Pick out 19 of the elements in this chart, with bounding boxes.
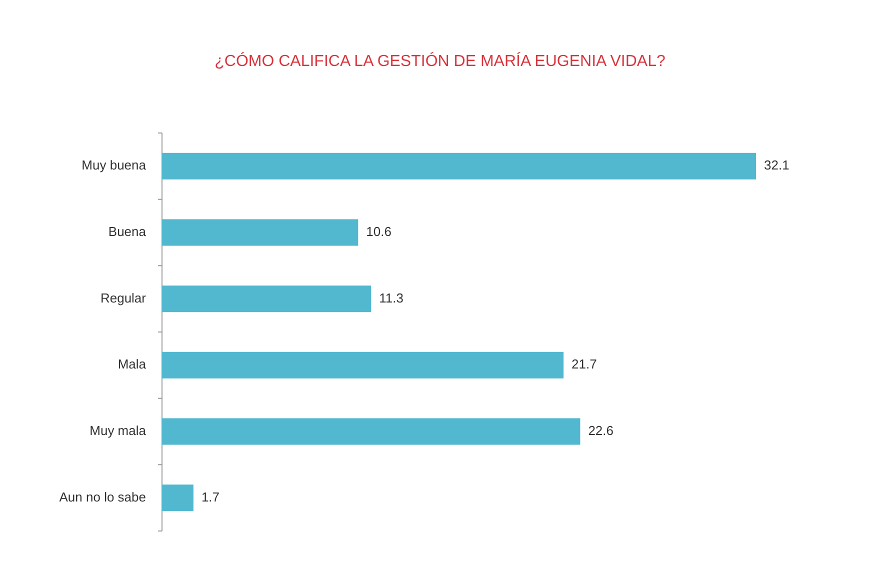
data-label: 1.7 (201, 489, 220, 504)
y-tick-label: Regular (100, 290, 147, 306)
bar (162, 152, 756, 180)
bar (162, 352, 564, 378)
chart-title: ¿CÓMO CALIFICA LA GESTIÓN DE MARÍA EUGENIA VIDAL? (214, 52, 666, 70)
data-label: 32.1 (764, 158, 790, 173)
data-label: 21.7 (572, 356, 597, 372)
data-label: 11.3 (379, 290, 404, 306)
bar (162, 286, 372, 312)
data-label: 10.6 (366, 224, 392, 239)
bar (162, 219, 358, 246)
y-tick-label: Mala (118, 356, 147, 372)
bar (162, 484, 194, 512)
y-tick-label: Aun no lo sabe (59, 489, 146, 504)
y-tick-label: Muy mala (90, 422, 147, 438)
bar (162, 418, 580, 445)
data-label: 22.6 (588, 422, 614, 438)
y-tick-label: Muy buena (82, 158, 147, 173)
y-tick-label: Buena (108, 224, 147, 239)
